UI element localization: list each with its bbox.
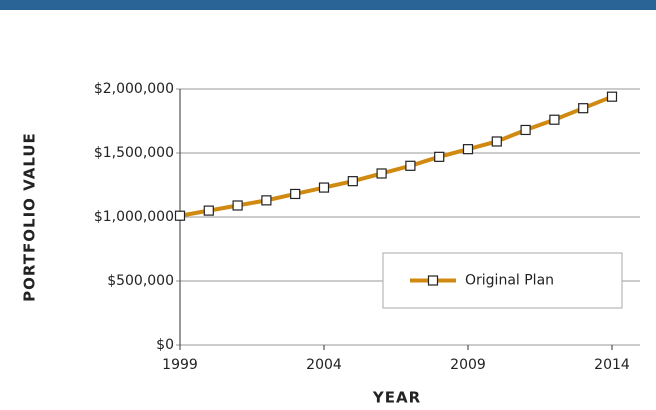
- y-tick-label: $0: [156, 337, 174, 353]
- marker: [549, 114, 560, 125]
- x-tick-label: 2009: [450, 357, 486, 373]
- series-line: [179, 94, 613, 218]
- marker: [606, 91, 618, 102]
- x-tick-label: 1999: [162, 357, 198, 373]
- x-tick-label: 2014: [594, 357, 630, 373]
- marker: [405, 160, 416, 171]
- marker: [232, 200, 243, 211]
- marker: [376, 168, 387, 179]
- marker: [462, 144, 474, 155]
- x-tick-label: 2004: [306, 357, 342, 373]
- marker: [261, 195, 272, 206]
- legend-label: Original Plan: [465, 273, 554, 289]
- x-axis-label: YEAR: [372, 389, 421, 407]
- marker: [203, 205, 214, 216]
- marker: [520, 124, 531, 136]
- marker: [318, 182, 330, 193]
- y-tick-label: $1,000,000: [94, 209, 174, 225]
- marker: [347, 176, 358, 187]
- header-bar: [0, 0, 656, 10]
- y-axis-label: PORTFOLIO VALUE: [21, 132, 39, 302]
- marker: [578, 103, 589, 114]
- y-tick-label: $500,000: [107, 273, 174, 289]
- marker: [290, 188, 301, 200]
- legend-marker: [427, 275, 439, 286]
- marker: [434, 151, 445, 162]
- y-tick-label: $2,000,000: [94, 81, 174, 97]
- y-tick-label: $1,500,000: [94, 145, 174, 161]
- marker: [491, 136, 502, 147]
- legend-box: [382, 252, 623, 309]
- marker: [174, 210, 186, 221]
